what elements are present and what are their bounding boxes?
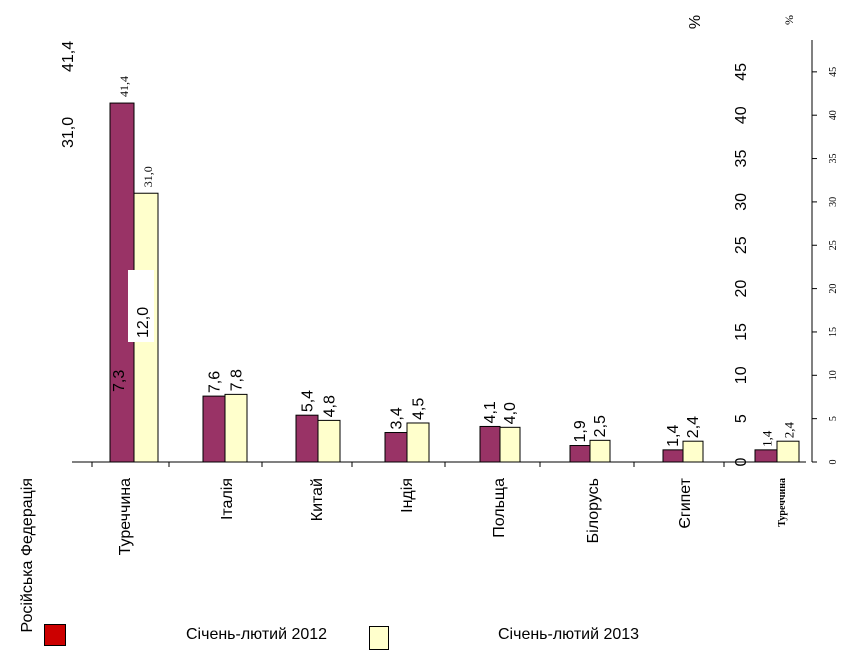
data-label-2012: 5,4 — [300, 390, 317, 412]
secondary-axis-tick-label: 30 — [828, 197, 839, 207]
bar-2013 — [224, 393, 248, 463]
data-label-2013: 2,5 — [592, 415, 609, 437]
axis-tick-label: 15 — [733, 323, 750, 341]
label-mask — [128, 270, 154, 342]
secondary-axis-tick-label: 40 — [828, 110, 839, 120]
category-label: Індія — [399, 478, 416, 513]
data-label-2013: 4,5 — [411, 398, 428, 420]
axis-unit-label: % — [687, 15, 704, 29]
secondary-axis-tick-label: 10 — [828, 370, 839, 380]
data-label-2012: 1,9 — [572, 420, 589, 442]
axis-tick-label: 5 — [733, 414, 750, 423]
category-label: Туреччина — [117, 478, 134, 555]
secondary-axis-tick-label: 5 — [828, 416, 839, 421]
category-label: Польща — [491, 478, 508, 538]
data-label-2013: 12,0 — [135, 307, 152, 338]
legend-swatch-2013 — [369, 626, 389, 650]
data-label-2012: 4,1 — [482, 401, 499, 423]
secondary-axis-tick-label: 25 — [828, 240, 839, 250]
bar-2012 — [569, 445, 591, 463]
category-label: Єгипет — [677, 477, 694, 528]
bar-2013 — [317, 419, 341, 463]
category-label: Російська Федерація — [19, 478, 36, 633]
category-label: Білорусь — [585, 478, 602, 543]
data-label-2013: 4,8 — [322, 395, 339, 417]
legend-swatch-2012 — [44, 624, 66, 646]
bar-2012 — [479, 425, 501, 463]
bar-2013 — [499, 426, 521, 463]
data-label-2012: 7,6 — [207, 371, 224, 393]
secondary-axis-unit-label: % — [782, 15, 796, 25]
data-label-2012: 41,4 — [60, 41, 77, 72]
bar-2012 — [295, 414, 319, 463]
bar-2013 — [589, 439, 611, 463]
bar-2012 — [662, 449, 684, 463]
secondary-axis-tick-label: 0 — [828, 460, 839, 465]
category-label: Туреччина — [777, 478, 788, 527]
legend-label-2013: Січень-лютий 2013 — [498, 626, 640, 643]
secondary-axis-tick-label: 35 — [828, 154, 839, 164]
data-label-2012: 3,4 — [389, 407, 406, 429]
axis-tick-label: 25 — [733, 236, 750, 254]
data-label-2013: 31,0 — [60, 117, 77, 148]
axis-tick-label: 0 — [733, 457, 750, 466]
legend-label-2012: Січень-лютий 2012 — [186, 626, 328, 643]
axis-tick-label: 40 — [733, 106, 750, 124]
category-label: Італія — [219, 478, 236, 520]
data-label-2013: 31,0 — [141, 166, 155, 187]
secondary-axis-tick-label: 15 — [828, 327, 839, 337]
axis-tick-label: 45 — [733, 63, 750, 81]
data-label-2012: 7,3 — [111, 370, 128, 392]
data-label-2012: 41,4 — [117, 76, 131, 97]
bar-2012 — [754, 449, 778, 463]
data-label-2013: 2,4 — [685, 416, 702, 438]
axis-tick-label: 35 — [733, 150, 750, 168]
axis-tick-label: 10 — [733, 366, 750, 384]
axis-tick-label: 20 — [733, 280, 750, 298]
data-label-2013: 7,8 — [229, 369, 246, 391]
secondary-axis-tick-label: 20 — [828, 284, 839, 294]
data-label-2012: 1,4 — [760, 430, 775, 447]
bar-2013 — [682, 440, 704, 463]
category-label: Китай — [309, 478, 326, 521]
data-label-2013: 2,4 — [782, 421, 797, 438]
data-label-2013: 4,0 — [502, 402, 519, 424]
bar-2012 — [202, 395, 226, 463]
secondary-axis-tick-label: 45 — [828, 67, 839, 77]
bar-2013 — [776, 440, 800, 463]
bar-2012 — [384, 432, 408, 463]
axis-tick-label: 30 — [733, 193, 750, 211]
bar-2013 — [406, 422, 430, 463]
data-label-2012: 1,4 — [665, 425, 682, 447]
